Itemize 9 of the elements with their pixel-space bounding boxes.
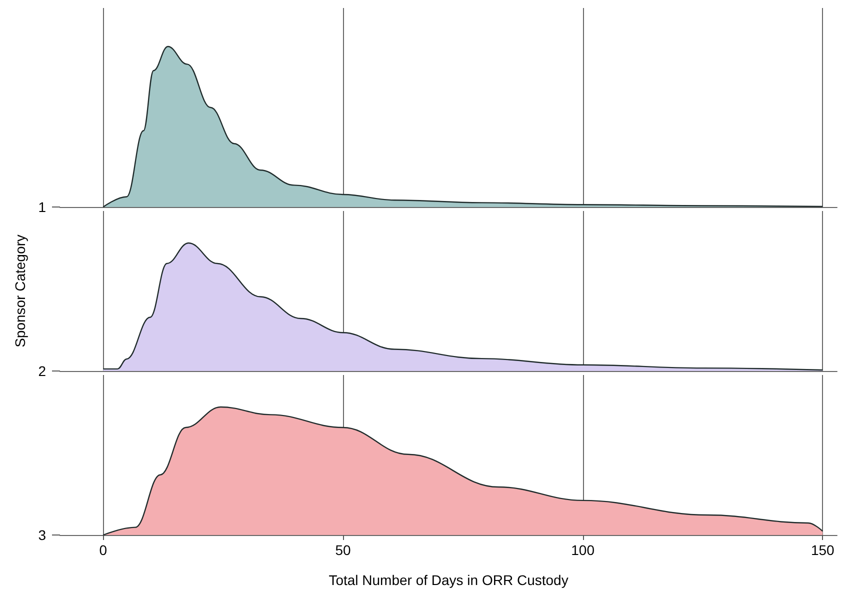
y-axis-title: Sponsor Category — [12, 234, 28, 348]
text: 1 — [38, 199, 46, 215]
x-tick-label: 150 — [810, 542, 835, 558]
x-tick-label: 100 — [571, 542, 595, 558]
text: 2 — [38, 363, 46, 379]
x-axis-title: Total Number of Days in ORR Custody — [328, 572, 568, 588]
text: 3 — [38, 527, 46, 543]
x-tick-label: 0 — [99, 542, 108, 558]
x-tick-label: 50 — [335, 542, 351, 558]
